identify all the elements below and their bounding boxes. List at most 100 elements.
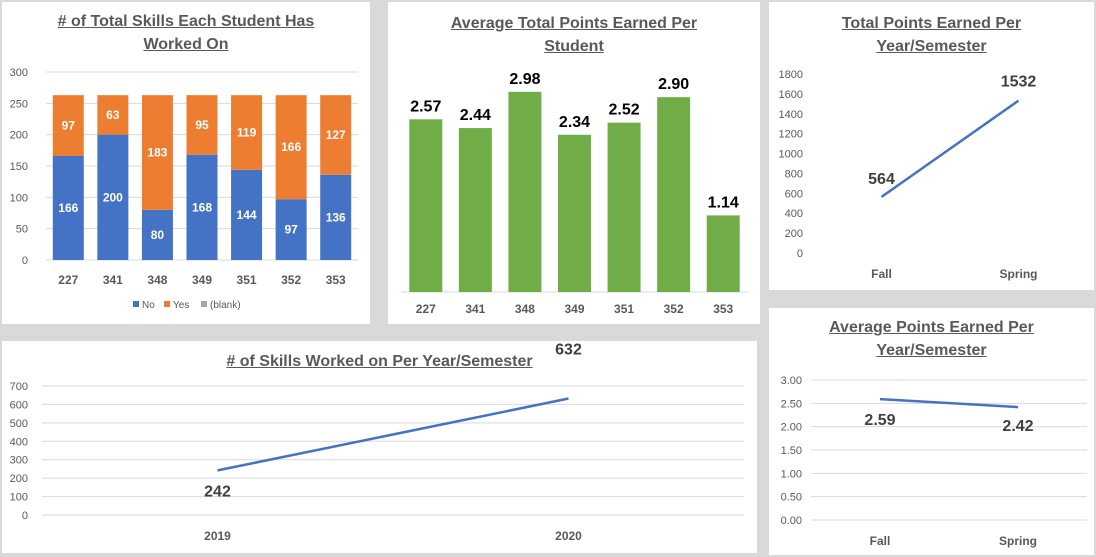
bar-yes [275,95,307,200]
y-tick-label: 1800 [779,69,803,81]
y-tick-label: 800 [785,168,803,180]
y-tick-label: 400 [785,208,803,220]
y-tick-label: 1600 [779,89,803,101]
avg-points-per-student-chart: 2.57 227 2.44 341 2.98 348 2.34 349 2.52 351 2.90 3… [401,71,748,316]
data-label: 2.59 [864,412,895,429]
y-tick-label: 200 [10,130,28,142]
bar-yes [141,95,173,210]
y-tick-label: 1.50 [781,445,802,457]
y-tick-label: 0.00 [781,515,802,527]
y-tick-label: 250 [10,98,28,110]
y-tick-label: 0.50 [781,492,802,504]
y-tick-label: 100 [10,492,28,504]
x-tick-label: 352 [281,273,301,287]
total-points-semester-panel: Total Points Earned Per Year/Semester 0 2… [769,2,1094,290]
bar [558,134,591,292]
data-label: 97 [284,223,298,237]
y-tick-label: 0 [22,255,28,267]
x-tick-label: 352 [664,302,684,316]
data-label: 2.52 [609,102,640,119]
y-tick-label: 0 [797,248,803,260]
bar-yes [52,95,84,156]
y-tick-label: 200 [785,228,803,240]
data-label: 183 [147,146,167,160]
x-tick-label: Spring [999,534,1037,548]
chart-title: Average Total Points Earned Per Student [450,15,698,55]
y-tick-label: 400 [10,436,28,448]
x-tick-label: 349 [192,273,212,287]
legend-label: No [142,300,155,311]
avg-points-semester-chart: 0.00 0.50 1.00 1.50 2.00 2.50 3.00 Fall 2.59 Spri… [781,375,1087,548]
data-label: 144 [237,208,257,222]
x-tick-label: Fall [871,267,892,281]
data-label: 632 [555,342,582,359]
x-tick-label: Fall [870,534,891,548]
bar-no [231,169,263,260]
series-line [880,99,1020,198]
bar [706,215,740,292]
x-tick-label: 2019 [204,529,231,543]
x-tick-label: 341 [465,302,485,316]
data-label: 136 [326,210,346,224]
bar-yes [320,95,352,175]
data-label: 168 [192,200,212,214]
y-tick-label: 0 [22,510,28,522]
data-label: 2.44 [460,107,491,124]
data-label: 2.57 [410,98,441,115]
legend-label: (blank) [210,300,241,311]
y-tick-label: 700 [10,381,28,393]
total-points-semester-chart: 0 200 400 600 800 1000 1200 1400 1600 1800 Fall 564… [779,69,1038,281]
x-tick-label: 227 [416,302,436,316]
y-tick-label: 2.00 [781,422,802,434]
series-line [879,397,1019,409]
x-tick-label: 348 [147,273,167,287]
bar-no [52,155,84,260]
x-tick-label: 341 [103,273,123,287]
skills-per-year-panel: # of Skills Worked on Per Year/Semester … [2,341,757,553]
skills-per-student-panel: # of Total Skills Each Student Has Worke… [2,2,370,324]
y-tick-label: 300 [10,67,28,79]
data-label: 166 [281,140,301,154]
y-tick-label: 150 [10,161,28,173]
x-tick-label: 2020 [555,529,582,543]
bar [657,97,691,292]
data-label: 2.34 [559,114,590,131]
data-label: 200 [103,190,123,204]
y-tick-label: 1200 [779,129,803,141]
y-tick-label: 300 [10,455,28,467]
data-label: 2.90 [658,76,689,93]
bar-yes [186,95,218,155]
bar-no [275,199,307,260]
x-tick-label: 351 [614,302,634,316]
bar-no [141,209,173,260]
chart-title: # of Total Skills Each Student Has Worke… [57,13,315,53]
y-tick-label: 1400 [779,109,803,121]
bar [508,91,542,292]
x-tick-label: 227 [58,273,78,287]
series-line [217,397,569,472]
data-label: 119 [237,125,257,139]
x-tick-label: 351 [237,273,257,287]
x-tick-label: 349 [564,302,584,316]
bar [458,128,492,292]
y-tick-label: 3.00 [781,375,802,387]
data-label: 166 [58,201,78,215]
skills-per-year-chart: 0 100 200 300 400 500 600 700 2019 242 2020 632 [10,342,744,543]
bar-yes [231,95,263,170]
x-tick-label: 348 [515,302,535,316]
data-label: 127 [326,128,346,142]
x-tick-label: 353 [326,273,346,287]
chart-title: Total Points Earned Per Year/Semester [841,15,1022,55]
data-label: 2.98 [509,71,540,88]
avg-points-semester-panel: Average Points Earned Per Year/Semester … [769,308,1094,555]
data-label: 2.42 [1002,418,1033,435]
y-tick-label: 2.50 [781,398,802,410]
data-label: 242 [204,483,231,500]
bar [607,122,641,292]
y-tick-label: 1.00 [781,468,802,480]
y-tick-label: 200 [10,473,28,485]
bar-no [320,174,352,260]
data-label: 80 [151,228,165,242]
skills-per-student-chart: 0 50 100 150 200 250 300 166 97 227 200 63 341 80 183 3… [10,67,358,311]
data-label: 564 [868,171,895,188]
